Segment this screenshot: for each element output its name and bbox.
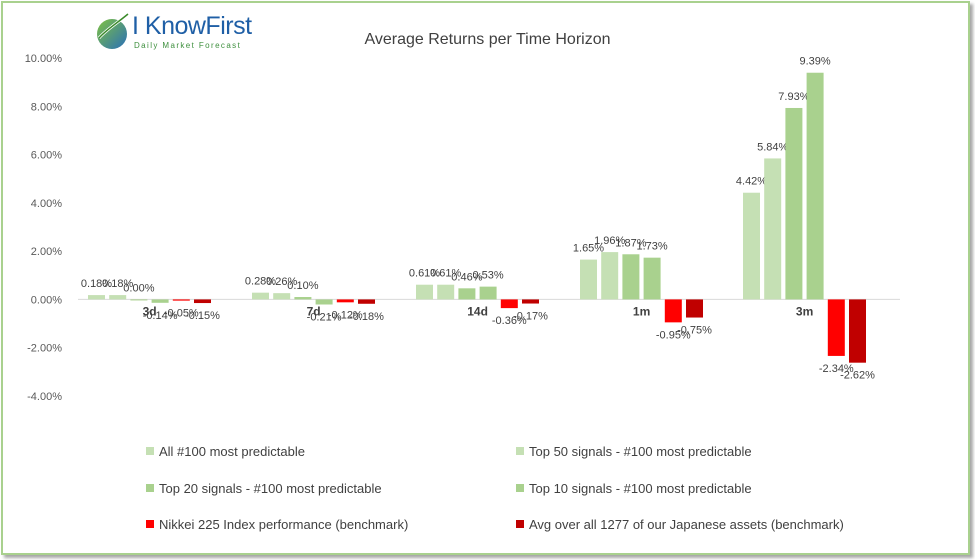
data-label: 0.61% [430, 268, 461, 280]
y-tick-label: 0.00% [31, 294, 62, 306]
bar [580, 259, 597, 300]
data-label: 0.18% [102, 278, 133, 290]
bar [601, 252, 619, 300]
bar [437, 284, 455, 300]
data-label: 1.96% [594, 235, 625, 247]
data-label: 5.84% [757, 141, 788, 153]
data-label: -0.95% [656, 329, 691, 341]
bar [827, 299, 845, 356]
bar [416, 284, 433, 300]
data-label: -0.18% [349, 311, 384, 323]
brand-tagline: Daily Market Forecast [134, 41, 242, 50]
bar [479, 286, 497, 300]
category-label: 1m [633, 304, 650, 318]
bar [522, 299, 539, 304]
data-label: -0.12% [328, 309, 363, 321]
bar [785, 107, 803, 300]
data-label: 0.53% [472, 270, 503, 282]
bar [849, 299, 866, 363]
category-label: 14d [467, 304, 488, 318]
data-label: 1.73% [636, 241, 667, 253]
bar [686, 299, 703, 318]
data-label: 0.61% [409, 268, 440, 280]
data-label: -0.14% [143, 310, 178, 322]
bar [336, 299, 354, 303]
chart-title: Average Returns per Time Horizon [364, 31, 611, 48]
data-label: -2.62% [840, 370, 875, 382]
bar [109, 295, 127, 300]
data-label: -0.36% [492, 315, 527, 327]
data-label: 1.65% [573, 243, 604, 255]
bar [172, 299, 190, 301]
data-label: 0.00% [123, 282, 154, 294]
y-tick-label: -2.00% [27, 343, 62, 355]
bar [458, 288, 476, 300]
y-tick-label: 8.00% [31, 101, 62, 113]
bar [806, 72, 824, 300]
y-tick-label: 10.00% [25, 53, 63, 65]
y-tick-label: 4.00% [31, 198, 62, 210]
bar [358, 299, 375, 304]
data-label: 7.93% [778, 91, 809, 103]
bar [252, 292, 269, 300]
data-label: 0.26% [266, 276, 297, 288]
bar [643, 257, 661, 300]
data-label: 9.39% [799, 56, 830, 68]
data-label: -2.34% [819, 363, 854, 375]
bar [315, 299, 333, 305]
data-label: 4.42% [736, 176, 767, 188]
category-label: 3m [796, 304, 813, 318]
bar [194, 299, 211, 304]
data-label: 0.10% [287, 280, 318, 292]
bar [764, 158, 782, 300]
brand-logo: I KnowFirst Daily Market Forecast [92, 8, 262, 54]
category-label: 3d [143, 304, 157, 318]
y-tick-label: -4.00% [27, 391, 62, 403]
y-tick-label: 2.00% [31, 246, 62, 258]
data-label: 0.28% [245, 276, 276, 288]
bar [130, 299, 148, 301]
y-tick-label: 6.00% [31, 150, 62, 162]
bar [664, 299, 682, 323]
bar [294, 297, 312, 300]
bar [743, 192, 760, 300]
bar [622, 254, 640, 300]
data-label: -0.17% [513, 311, 548, 323]
data-label: -0.15% [185, 310, 220, 322]
brand-name: I KnowFirst [132, 12, 252, 40]
data-label: 1.87% [615, 237, 646, 249]
data-label: -0.05% [164, 308, 199, 320]
globe-arrow-icon [97, 10, 132, 49]
category-label: 7d [307, 304, 321, 318]
data-label: -0.21% [307, 311, 342, 323]
data-label: 0.46% [451, 271, 482, 283]
data-label: 0.18% [81, 278, 112, 290]
bar [273, 293, 291, 300]
bar [500, 299, 518, 309]
bar [151, 299, 169, 303]
data-label: -0.75% [677, 325, 712, 337]
bar [88, 295, 105, 300]
